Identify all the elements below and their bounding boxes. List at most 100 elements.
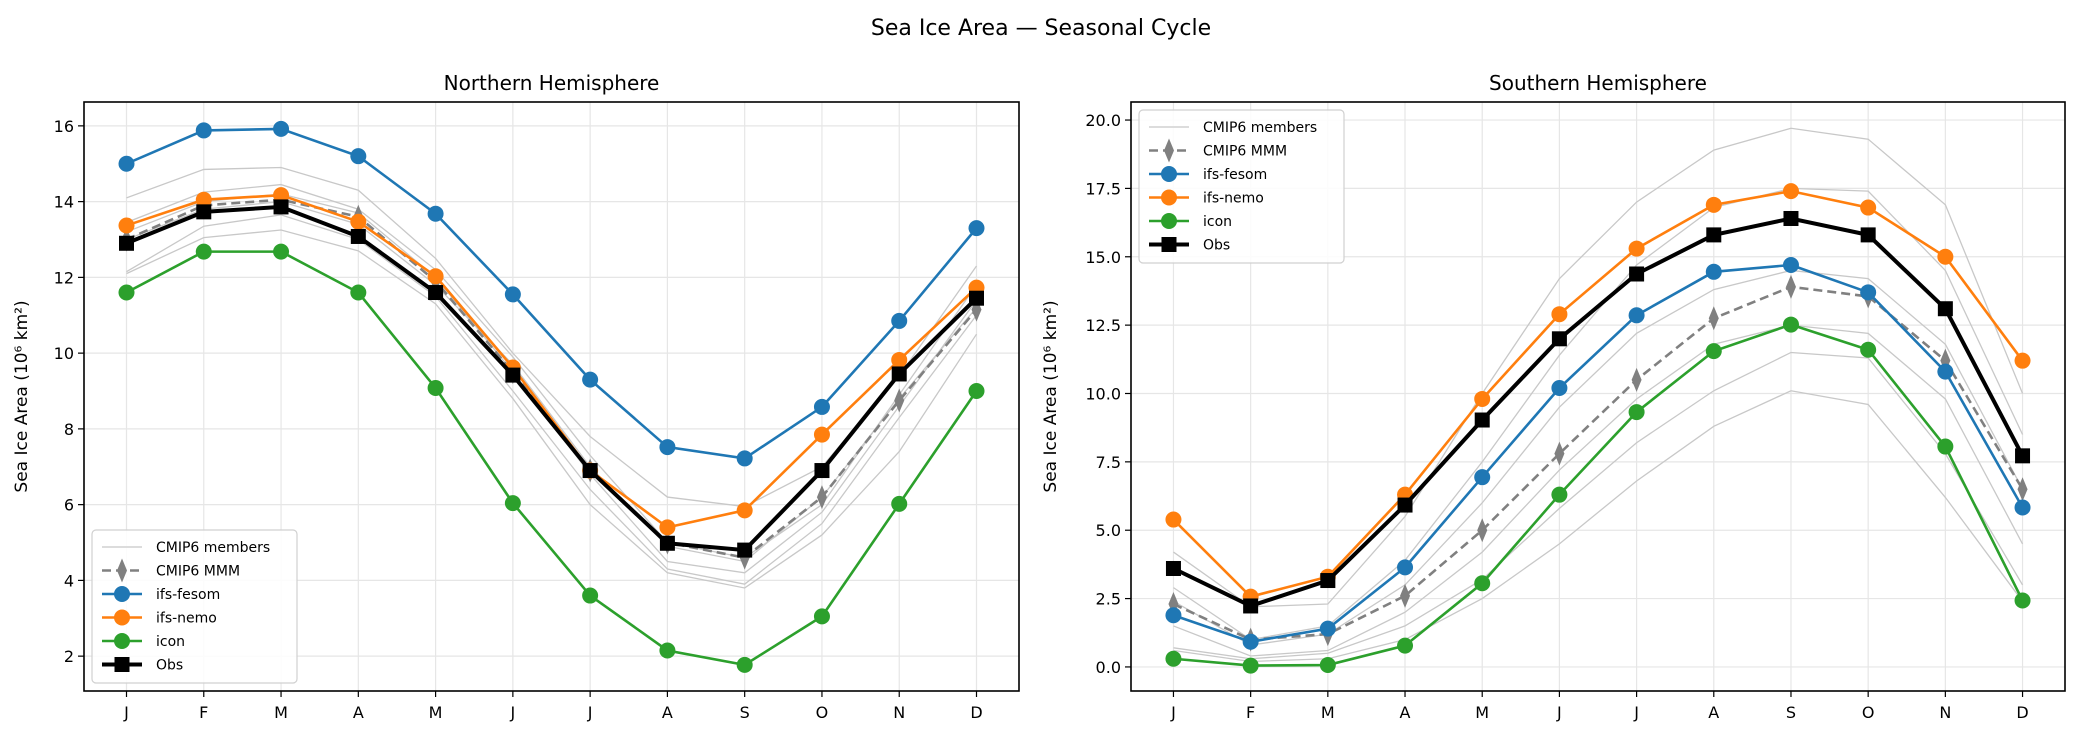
icon-line — [125, 250, 978, 667]
icon-point — [1551, 486, 1568, 503]
ifs-nemo-line — [1172, 189, 2024, 599]
panel-north: J F M A M J J A S O N D 2 4 6 8 10 12 14 16 Northern Hemisph… — [12, 71, 1020, 722]
obs-point — [814, 463, 830, 479]
panel-title: Northern Hemisphere — [444, 71, 660, 95]
icon-point — [1860, 341, 1877, 358]
icon-point — [659, 642, 676, 659]
cmip6-mmm-point — [2017, 477, 2028, 502]
cmip6-member-line — [1173, 269, 2024, 646]
ifs-fesom-point — [118, 155, 135, 172]
ifs-fesom-point — [2014, 499, 2031, 516]
x-tick-label: J — [587, 703, 593, 722]
obs-point — [1243, 598, 1259, 614]
ifs-nemo-point — [1782, 183, 1799, 200]
icon-point — [1474, 575, 1491, 592]
axes-frame — [1130, 101, 2066, 692]
obs-point — [2015, 448, 2031, 464]
ifs-fesom-point — [813, 398, 830, 415]
obs-point — [505, 367, 521, 383]
obs-point — [1860, 227, 1876, 243]
obs-point — [891, 366, 907, 382]
obs-point — [969, 290, 984, 306]
y-tick-label: 5.0 — [1096, 521, 1121, 540]
legend-ifs-nemo-label: ifs-nemo — [1203, 191, 1264, 207]
y-tick-label: 15.0 — [1085, 248, 1121, 267]
obs-point — [1551, 331, 1567, 347]
ifs-nemo-point — [1937, 248, 1954, 265]
x-tick-label: N — [893, 703, 905, 722]
icon-point — [813, 608, 830, 625]
x-tick-label: M — [429, 703, 443, 722]
x-tick-label: M — [1321, 703, 1335, 722]
legend-ifs-nemo-marker — [1161, 189, 1177, 206]
icon-point — [1628, 404, 1645, 421]
icon-point — [1165, 650, 1182, 667]
ifs-fesom-point — [1937, 363, 1954, 380]
obs-point — [119, 235, 134, 251]
x-tick-label: D — [970, 703, 982, 722]
cmip6-member-line — [126, 183, 978, 559]
x-tick-label: F — [1246, 703, 1255, 722]
obs-point — [1165, 560, 1181, 576]
legend-icon-label: icon — [1203, 214, 1232, 230]
icon-point — [1937, 438, 1954, 455]
ifs-nemo-point — [891, 351, 908, 368]
obs-point — [196, 204, 212, 220]
icon-point — [1319, 657, 1336, 674]
cmip6-mmm-line — [1172, 285, 2024, 641]
cmip6-mmm-point — [1477, 518, 1488, 543]
x-tick-label: F — [199, 703, 208, 722]
ifs-fesom-point — [1628, 307, 1645, 324]
legend-ifs-nemo-marker — [114, 609, 130, 626]
y-tick-label: 12 — [54, 268, 74, 287]
ifs-fesom-point — [195, 122, 212, 139]
icon-point — [2014, 592, 2031, 609]
icon-point — [968, 383, 985, 400]
panel-title: Southern Hemisphere — [1489, 71, 1707, 95]
obs-point — [1629, 266, 1645, 282]
obs-point — [1706, 227, 1722, 243]
y-tick-label: 12.5 — [1085, 316, 1121, 335]
panel-south: J F M A M J J A S O N D 0.0 2.5 5.0 7.5 10.0 12.5 15.0 17.5… — [1041, 71, 2066, 722]
legend-box — [1138, 109, 1345, 264]
ifs-fesom-point — [582, 371, 599, 388]
x-tick-label: S — [740, 703, 750, 722]
obs-point — [659, 535, 675, 551]
icon-point — [1242, 657, 1259, 674]
legend-obs-label: Obs — [1203, 238, 1230, 254]
legend-cmip6-mmm-label: CMIP6 MMM — [1203, 144, 1287, 160]
legend-cmip6-mmm-marker — [1164, 138, 1174, 163]
icon-point — [350, 284, 367, 301]
obs-point — [1320, 573, 1336, 589]
x-tick-label: D — [2016, 703, 2028, 722]
legend-obs-label: Obs — [156, 658, 183, 674]
obs-point — [737, 542, 753, 558]
ifs-fesom-point — [1705, 263, 1722, 280]
figure-title: Sea Ice Area — Seasonal Cycle — [871, 16, 1211, 41]
obs-point — [428, 285, 444, 301]
obs-point — [1474, 412, 1490, 428]
y-tick-label: 2.5 — [1096, 590, 1121, 609]
y-tick-label: 14 — [54, 193, 74, 212]
obs-point — [1397, 497, 1413, 513]
ifs-fesom-point — [1782, 256, 1799, 273]
icon-point — [1397, 637, 1414, 654]
x-tick-label: J — [1633, 703, 1639, 722]
icon-point — [736, 656, 753, 673]
icon-point — [891, 495, 908, 512]
y-tick-label: 7.5 — [1096, 453, 1121, 472]
icon-point — [273, 243, 290, 260]
x-tick-label: O — [816, 703, 829, 722]
legend-icon-marker — [114, 633, 130, 649]
y-tick-label: 0.0 — [1096, 658, 1121, 677]
ifs-fesom-point — [1165, 607, 1182, 624]
ifs-fesom-point — [1474, 469, 1491, 486]
x-tick-label: A — [353, 703, 364, 722]
icon-point — [118, 284, 135, 301]
cmip6-member-line — [126, 214, 978, 585]
legend-obs-marker — [1161, 237, 1177, 252]
ifs-nemo-point — [118, 217, 135, 234]
cmip6-mmm-point — [1785, 274, 1796, 299]
ifs-fesom-point — [427, 205, 444, 222]
